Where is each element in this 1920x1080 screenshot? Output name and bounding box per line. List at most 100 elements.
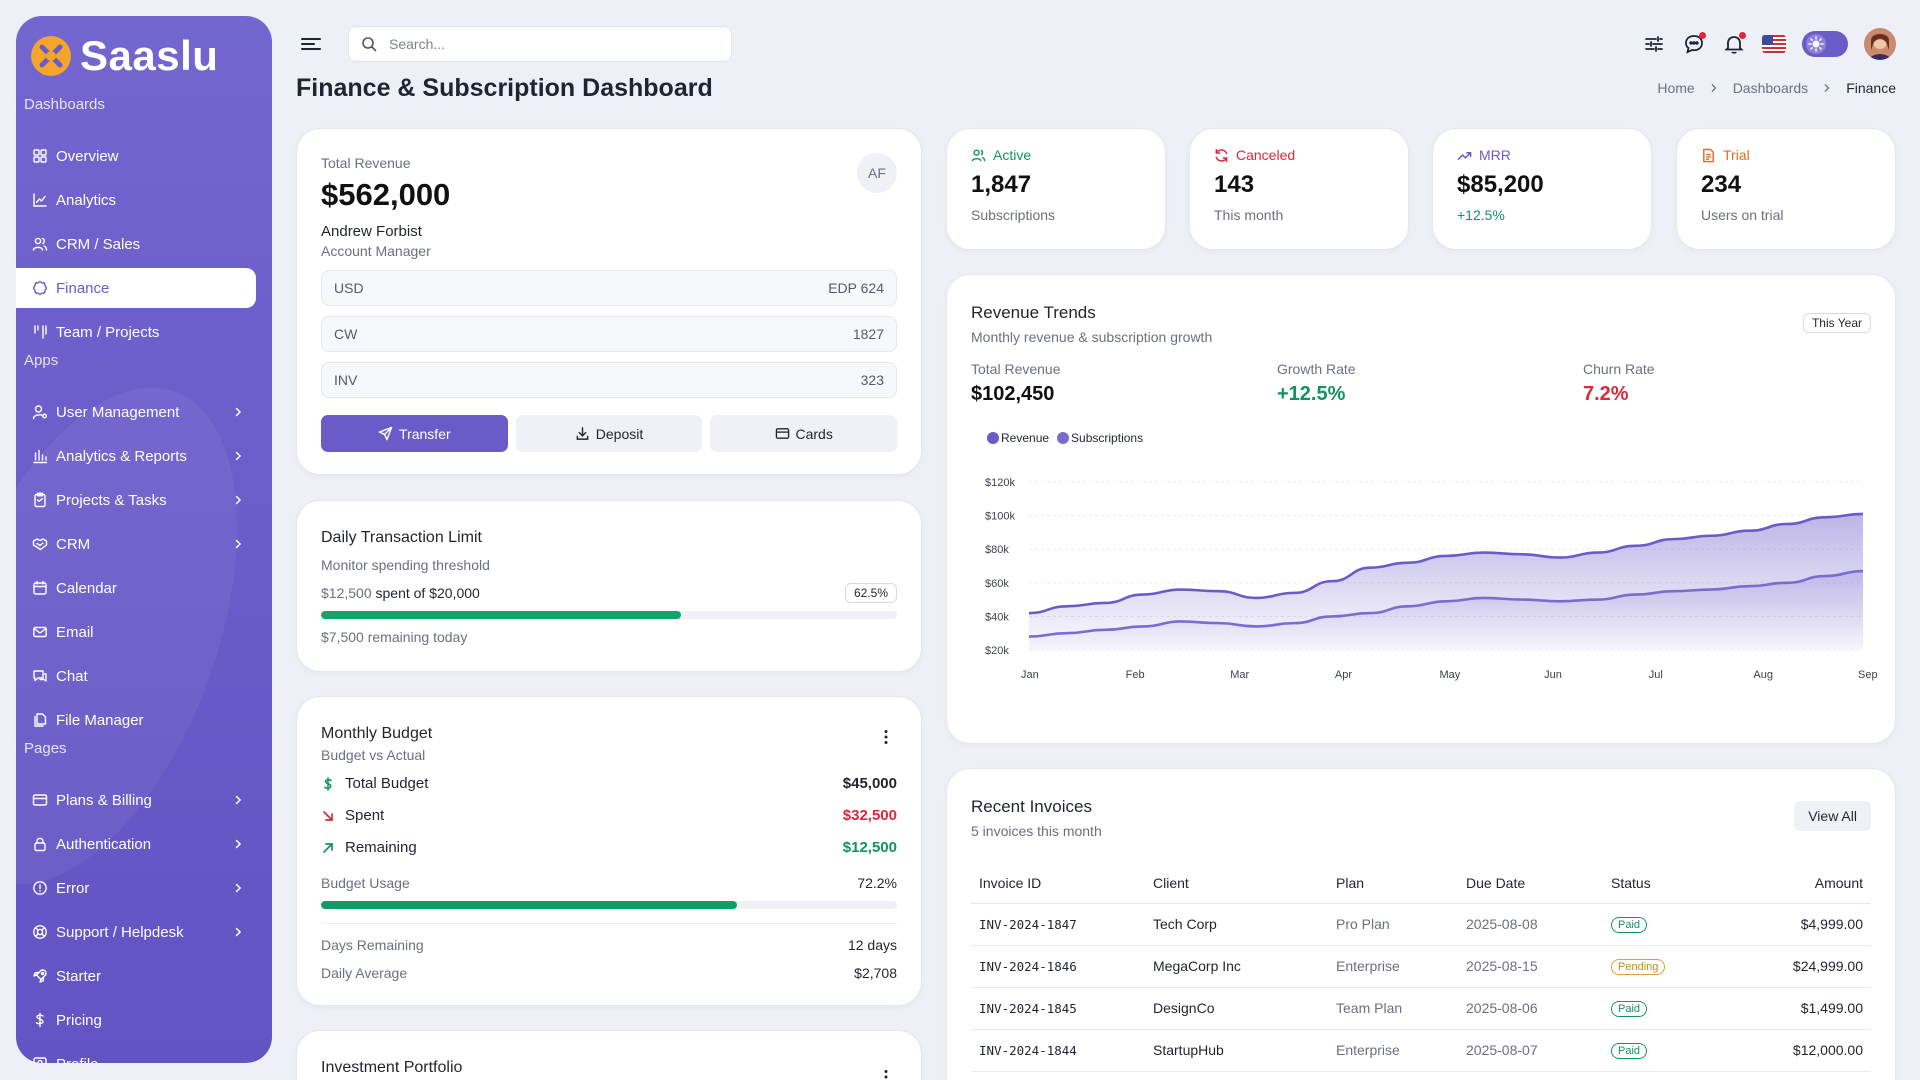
invoice-id[interactable]: INV-2024-1843 — [971, 1071, 1145, 1080]
sidebar-item-label: Projects & Tasks — [56, 491, 167, 509]
limit-percent-badge: 62.5% — [844, 583, 897, 603]
col-amount[interactable]: Amount — [1743, 863, 1871, 904]
stat-value: 1,847 — [971, 171, 1032, 198]
legend-item-subscriptions[interactable]: Subscriptions — [1057, 431, 1143, 445]
deposit-button[interactable]: Deposit — [515, 415, 703, 452]
user-avatar[interactable] — [1864, 28, 1896, 60]
us-flag-icon[interactable] — [1762, 35, 1786, 53]
sidebar-item-calendar[interactable]: Calendar — [16, 568, 256, 608]
menu-toggle-icon[interactable] — [300, 33, 322, 55]
rocket-icon — [32, 968, 48, 984]
sliders-icon[interactable] — [1642, 32, 1666, 56]
budget-daily-average: Daily Average $2,708 — [321, 965, 897, 981]
col-client[interactable]: Client — [1145, 863, 1328, 904]
table-row[interactable]: INV-2024-1847 Tech Corp Pro Plan 2025-08… — [971, 903, 1871, 946]
sidebar-item-team-projects[interactable]: Team / Projects — [16, 312, 256, 352]
credit-card-icon — [32, 792, 48, 808]
stat-label: MRR — [1479, 147, 1511, 163]
sidebar-item-plans-billing[interactable]: Plans & Billing — [16, 780, 256, 820]
sidebar-item-error[interactable]: Error — [16, 868, 256, 908]
sidebar-item-file-manager[interactable]: File Manager — [16, 700, 256, 740]
invoice-amount: $1,499.00 — [1743, 987, 1871, 1030]
col-due-date[interactable]: Due Date — [1458, 863, 1603, 904]
cards-button[interactable]: Cards — [710, 415, 898, 452]
sidebar-item-projects-tasks[interactable]: Projects & Tasks — [16, 480, 256, 520]
legend-item-revenue[interactable]: Revenue — [987, 431, 1049, 445]
sidebar-item-chat[interactable]: Chat — [16, 656, 256, 696]
table-row[interactable]: INV-2024-1843 Creative Studios Pro Plan … — [971, 1071, 1871, 1080]
breadcrumb-dashboards[interactable]: Dashboards — [1732, 80, 1809, 96]
chevron-right-icon — [1822, 83, 1832, 93]
sidebar-item-user-management[interactable]: User Management — [16, 392, 256, 432]
account-row-inv[interactable]: INV 323 — [321, 362, 897, 398]
invoices-subtitle: 5 invoices this month — [971, 823, 1102, 839]
bell-icon[interactable] — [1722, 32, 1746, 56]
invoice-amount: $12,000.00 — [1743, 1029, 1871, 1072]
sidebar-item-analytics-reports[interactable]: Analytics & Reports — [16, 436, 256, 476]
account-row-cw[interactable]: CW 1827 — [321, 316, 897, 352]
more-vertical-icon[interactable] — [883, 1069, 889, 1080]
col-invoice-id[interactable]: Invoice ID — [971, 863, 1145, 904]
sidebar-item-analytics[interactable]: Analytics — [16, 180, 256, 220]
invoice-id[interactable]: INV-2024-1845 — [971, 987, 1145, 1030]
table-row[interactable]: INV-2024-1844 StartupHub Enterprise 2025… — [971, 1029, 1871, 1072]
stat-label: Active — [993, 147, 1032, 163]
calendar-icon — [32, 580, 48, 596]
invoice-id[interactable]: INV-2024-1847 — [971, 903, 1145, 946]
chevron-right-icon — [232, 838, 244, 850]
sidebar-item-email[interactable]: Email — [16, 612, 256, 652]
col-status[interactable]: Status — [1603, 863, 1743, 904]
metric-value: $102,450 — [971, 383, 1055, 405]
table-row[interactable]: INV-2024-1845 DesignCo Team Plan 2025-08… — [971, 987, 1871, 1030]
invoice-client: Tech Corp — [1145, 903, 1328, 946]
mail-icon — [32, 624, 48, 640]
budget-progress-fill — [321, 901, 737, 909]
theme-toggle[interactable] — [1802, 31, 1848, 57]
x-tick-label: Jun — [1544, 669, 1562, 681]
invoice-client: MegaCorp Inc — [1145, 945, 1328, 988]
document-icon — [1701, 148, 1716, 163]
stat-value: $85,200 — [1457, 171, 1544, 198]
invoice-client: Creative Studios — [1145, 1071, 1328, 1080]
sidebar-item-crm-sales[interactable]: CRM / Sales — [16, 224, 256, 264]
invoice-id[interactable]: INV-2024-1844 — [971, 1029, 1145, 1072]
breadcrumb-home[interactable]: Home — [1657, 80, 1695, 96]
sidebar-item-finance[interactable]: Finance — [16, 268, 256, 308]
stat-card-active: Active 1,847 Subscriptions — [946, 128, 1166, 250]
brand[interactable]: Saaslu — [30, 30, 218, 82]
y-tick-label: $40k — [985, 611, 1009, 623]
chat-icon[interactable] — [1682, 32, 1706, 56]
chat-icon — [32, 668, 48, 684]
chevron-right-icon — [232, 926, 244, 938]
sidebar-item-authentication[interactable]: Authentication — [16, 824, 256, 864]
limit-progress-fill — [321, 611, 681, 619]
transfer-button[interactable]: Transfer — [321, 415, 508, 452]
more-vertical-icon[interactable] — [883, 729, 889, 745]
investment-portfolio-card: Investment Portfolio — [296, 1030, 922, 1080]
metric-total-revenue: Total Revenue $102,450 — [971, 361, 1061, 406]
table-header-row: Invoice ID Client Plan Due Date Status A… — [971, 863, 1871, 904]
lifebuoy-icon — [32, 924, 48, 940]
dollar-icon — [32, 1012, 48, 1028]
stat-head: MRR — [1457, 147, 1511, 163]
account-row-usd[interactable]: USD EDP 624 — [321, 270, 897, 306]
invoice-plan: Enterprise — [1328, 945, 1458, 988]
sidebar-item-support-helpdesk[interactable]: Support / Helpdesk — [16, 912, 256, 952]
sidebar-item-starter[interactable]: Starter — [16, 956, 256, 996]
view-all-button[interactable]: View All — [1794, 801, 1871, 831]
credit-card-icon — [775, 426, 790, 441]
sidebar-item-overview[interactable]: Overview — [16, 136, 256, 176]
period-selector[interactable]: This Year — [1802, 313, 1871, 333]
sidebar-item-crm[interactable]: CRM — [16, 524, 256, 564]
budget-progress-track — [321, 901, 897, 909]
sidebar-item-label: Team / Projects — [56, 323, 160, 341]
sidebar-item-profile[interactable]: Profile — [16, 1044, 256, 1063]
status-badge: Paid — [1611, 1043, 1648, 1059]
sidebar-item-pricing[interactable]: Pricing — [16, 1000, 256, 1040]
x-tick-label: Feb — [1126, 669, 1145, 681]
table-row[interactable]: INV-2024-1846 MegaCorp Inc Enterprise 20… — [971, 945, 1871, 988]
search-input[interactable] — [389, 36, 709, 52]
col-plan[interactable]: Plan — [1328, 863, 1458, 904]
invoice-id[interactable]: INV-2024-1846 — [971, 945, 1145, 988]
invoice-client: DesignCo — [1145, 987, 1328, 1030]
